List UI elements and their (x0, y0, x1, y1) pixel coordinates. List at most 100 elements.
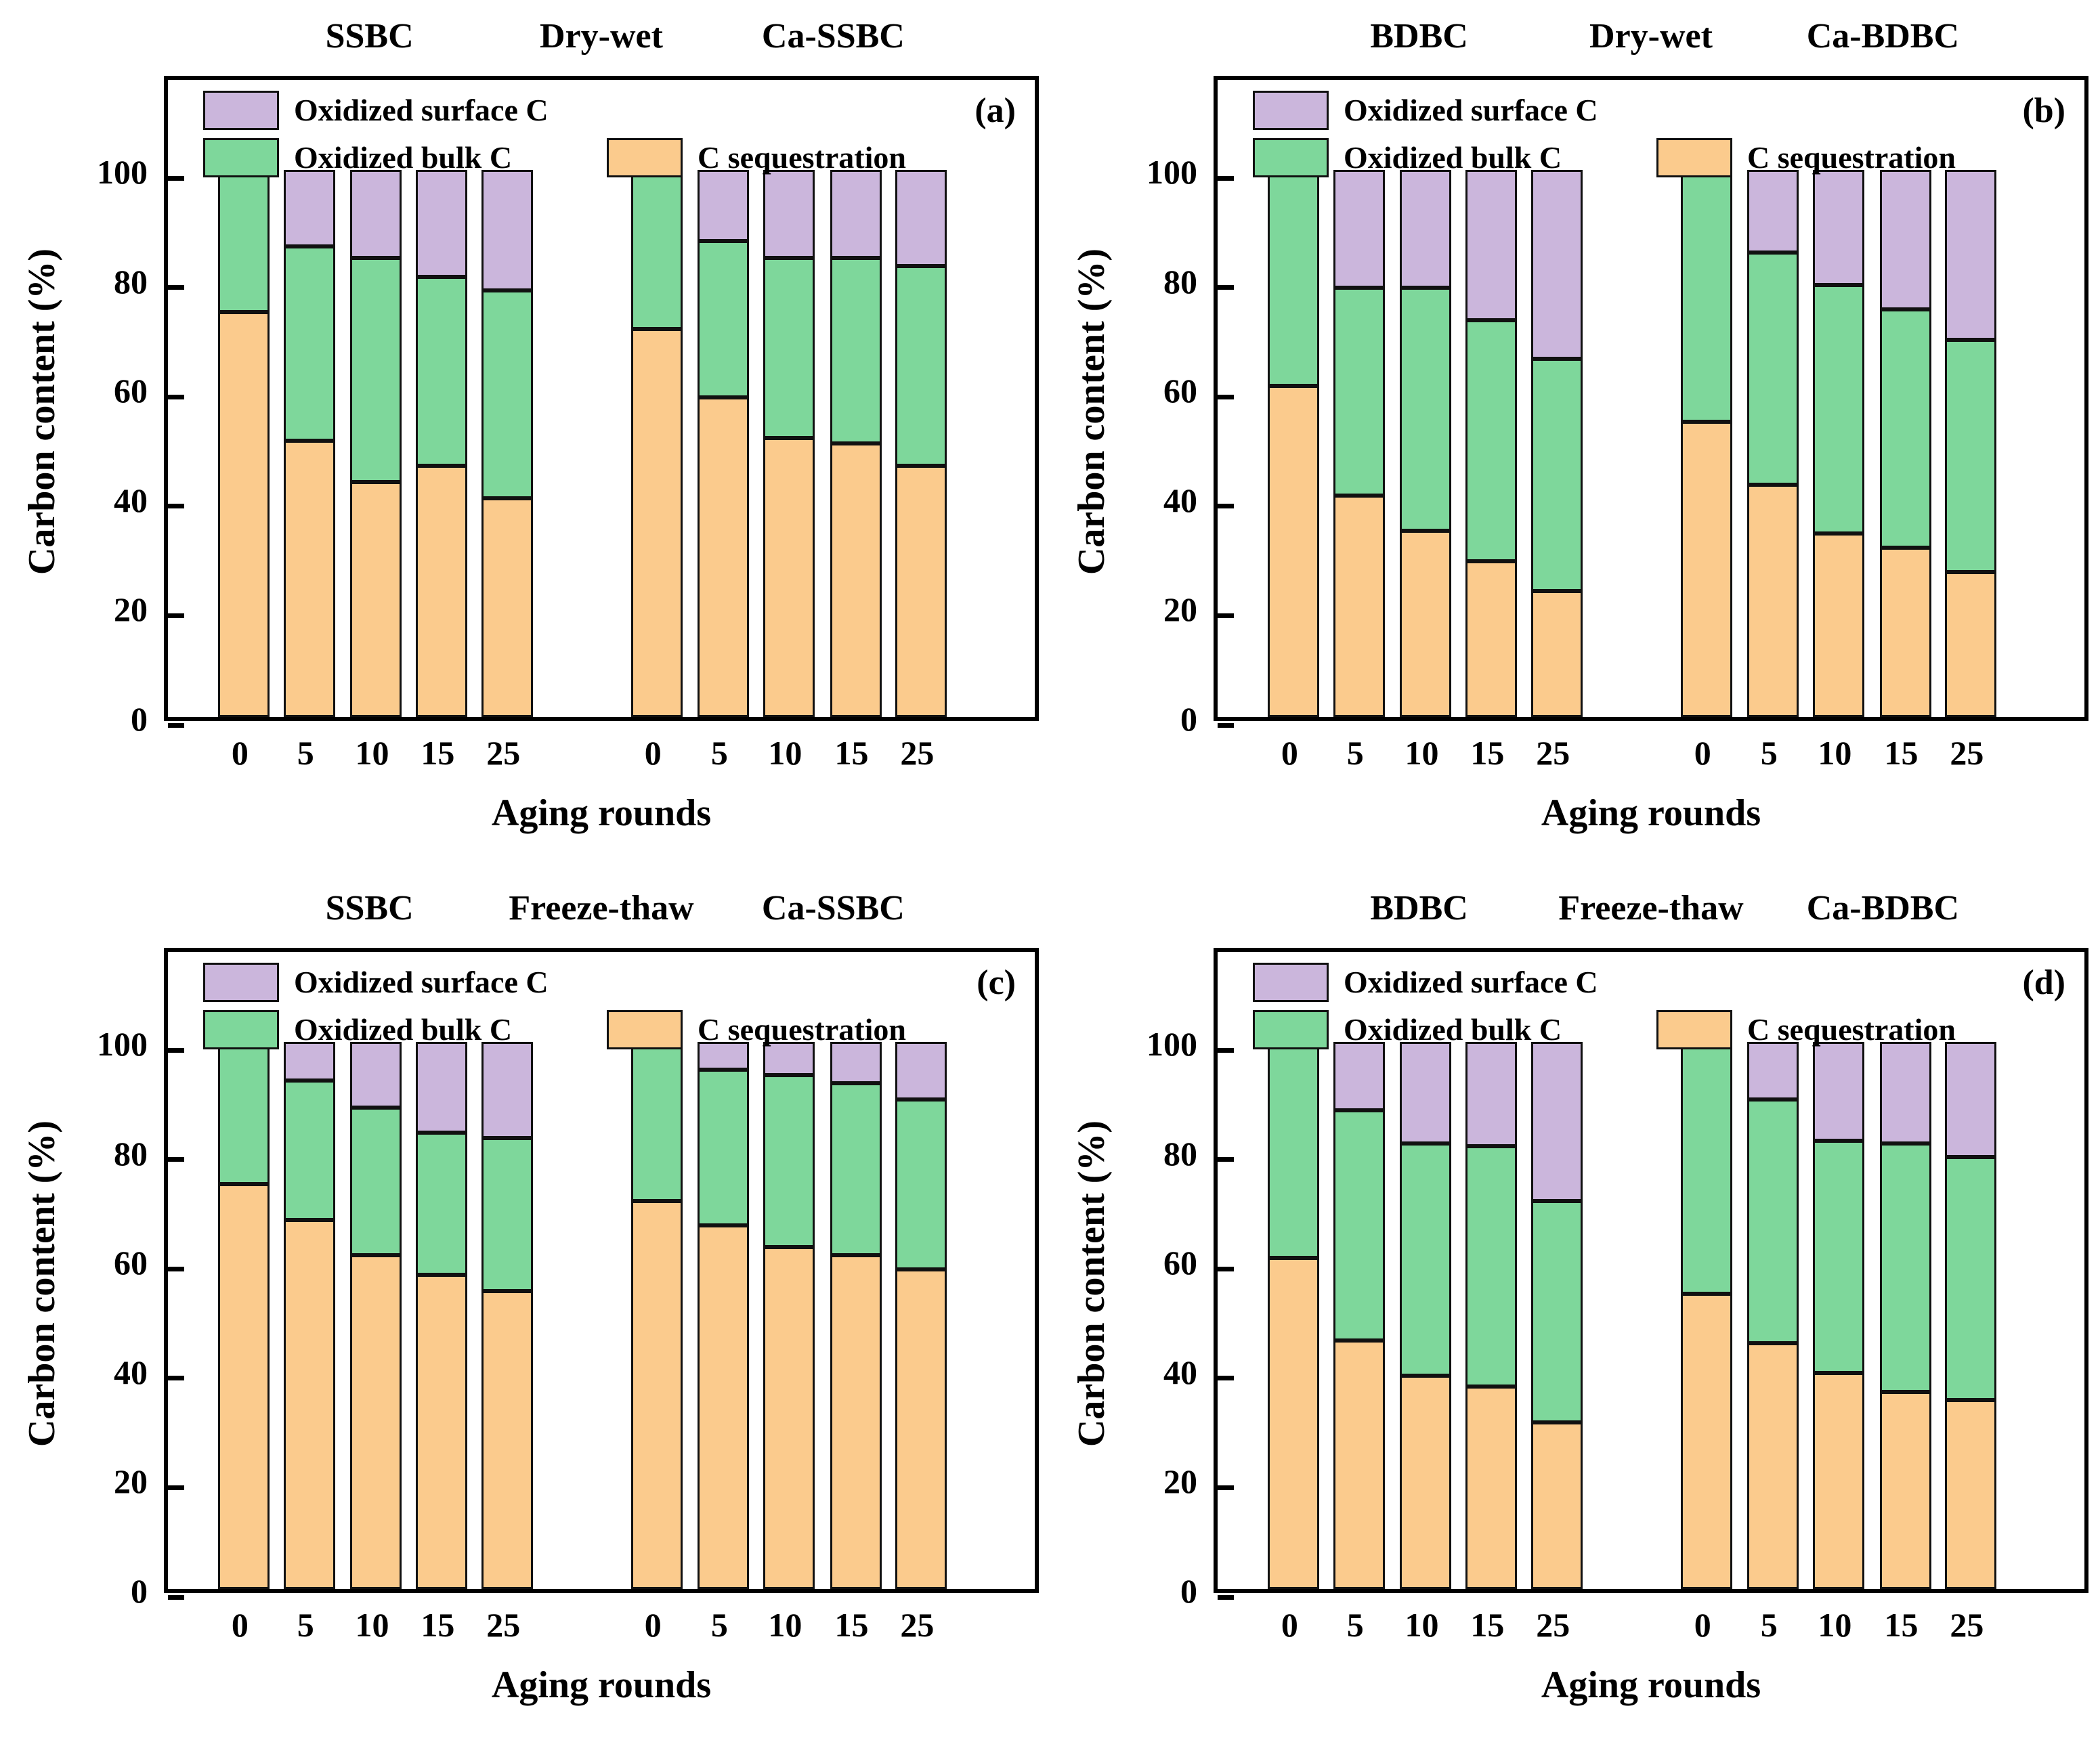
y-tick-mark (168, 394, 184, 399)
y-tick-mark (168, 1266, 184, 1271)
y-tick-mark (1218, 504, 1234, 509)
y-tick-mark (1218, 1047, 1234, 1053)
legend-label-oxidized-bulk: Oxidized bulk C (1344, 1012, 1562, 1047)
bar-segment-oxidized-bulk (698, 1069, 750, 1225)
bar-segment-c-sequestration (1268, 1258, 1320, 1589)
x-tick-label: 25 (900, 1606, 935, 1644)
x-tick-label: 5 (1760, 1606, 1778, 1644)
x-tick-label: 0 (1281, 1606, 1298, 1644)
legend-swatch-c-sequestration (607, 1010, 683, 1049)
x-tick-label: 10 (355, 734, 389, 772)
x-tick-label: 0 (1694, 1606, 1711, 1644)
panel-title-middle: Freeze-thaw (509, 889, 694, 928)
y-tick-mark (168, 1594, 184, 1600)
bar-segment-c-sequestration (481, 498, 534, 717)
bar-segment-oxidized-bulk (895, 1099, 947, 1269)
x-tick-label: 15 (1470, 1606, 1505, 1644)
bar-segment-oxidized-bulk (631, 1042, 683, 1201)
bar-segment-oxidized-bulk (763, 1074, 815, 1248)
bar-segment-oxidized-bulk (1879, 309, 1931, 548)
bar-segment-c-sequestration (1531, 591, 1583, 717)
bar-segment-oxidized-bulk (1879, 1143, 1931, 1393)
bar-segment-c-sequestration (1945, 1400, 1997, 1589)
y-tick-mark (1218, 722, 1234, 728)
panel-letter: (a) (974, 91, 1016, 130)
bar-segment-oxidized-bulk (1465, 1146, 1518, 1387)
y-tick-mark (168, 1485, 184, 1490)
y-tick-mark (168, 613, 184, 618)
bar-segment-oxidized-surface (1531, 1042, 1583, 1201)
legend-swatch-oxidized-bulk (1253, 138, 1329, 177)
bar-segment-c-sequestration (284, 441, 336, 717)
bar-segment-oxidized-bulk (481, 1137, 534, 1291)
legend-label-oxidized-surface: Oxidized surface C (294, 93, 549, 127)
bar-segment-oxidized-surface (830, 170, 882, 258)
x-tick-label: 5 (1346, 1606, 1364, 1644)
bar-segment-c-sequestration (481, 1290, 534, 1589)
bar-segment-oxidized-bulk (1333, 288, 1386, 496)
x-tick-label: 5 (297, 734, 314, 772)
bar-segment-c-sequestration (1879, 547, 1931, 717)
bar-segment-oxidized-surface (481, 1042, 534, 1138)
bar-segment-oxidized-bulk (1813, 284, 1865, 534)
bar-segment-oxidized-surface (1465, 170, 1518, 321)
y-tick-mark (1218, 1594, 1234, 1600)
y-tick-mark (1218, 613, 1234, 618)
bar-segment-c-sequestration (1681, 421, 1733, 717)
bar-segment-oxidized-surface (350, 1042, 402, 1108)
bar-segment-oxidized-bulk (481, 290, 534, 498)
bar-segment-c-sequestration (763, 438, 815, 717)
x-tick-label: 10 (1405, 734, 1439, 772)
bar-segment-c-sequestration (1813, 1373, 1865, 1589)
x-tick-label: 0 (231, 734, 249, 772)
bar-segment-oxidized-surface (1747, 170, 1799, 253)
legend-swatch-c-sequestration (1656, 138, 1732, 177)
y-tick-label: 80 (114, 1134, 148, 1173)
x-tick-label: 15 (1884, 734, 1919, 772)
legend-label-c-sequestration: C sequestration (698, 140, 906, 175)
bar-segment-c-sequestration (631, 328, 683, 717)
bar-segment-c-sequestration (1400, 1376, 1452, 1589)
x-tick-label: 5 (1760, 734, 1778, 772)
bar-segment-c-sequestration (698, 397, 750, 717)
x-tick-label: 15 (1470, 734, 1505, 772)
x-tick-label: 15 (834, 1606, 869, 1644)
legend-label-c-sequestration: C sequestration (698, 1012, 906, 1047)
bar-segment-c-sequestration (1813, 533, 1865, 717)
x-tick-label: 10 (1405, 1606, 1439, 1644)
y-tick-label: 40 (1163, 1353, 1197, 1391)
legend-swatch-oxidized-surface (1253, 91, 1329, 130)
bar-segment-c-sequestration (895, 1269, 947, 1589)
bar-segment-oxidized-surface (763, 1042, 815, 1075)
plot-frame: Oxidized surface C Oxidized bulk C C seque… (1214, 76, 2088, 728)
bar-segment-oxidized-bulk (1333, 1110, 1386, 1340)
bar-segment-oxidized-surface (1465, 1042, 1518, 1146)
legend-label-c-sequestration: C sequestration (1747, 140, 1956, 175)
x-tick-label: 25 (900, 734, 935, 772)
bar-segment-c-sequestration (763, 1247, 815, 1589)
bar-segment-oxidized-bulk (1268, 170, 1320, 387)
x-tick-label: 15 (834, 734, 869, 772)
panel-title-left: SSBC (325, 889, 414, 928)
bar-segment-oxidized-surface (895, 170, 947, 266)
panel-title-right: Ca-BDBC (1806, 17, 1960, 56)
bar-segment-oxidized-bulk (1531, 359, 1583, 592)
legend-label-oxidized-bulk: Oxidized bulk C (294, 140, 513, 175)
panel-letter: (b) (2022, 91, 2065, 130)
x-tick-label: 0 (644, 734, 662, 772)
x-tick-label: 10 (768, 1606, 802, 1644)
x-tick-label: 5 (710, 1606, 728, 1644)
legend-label-oxidized-surface: Oxidized surface C (1344, 965, 1598, 999)
bar-segment-oxidized-surface (481, 170, 534, 291)
bar-segment-oxidized-bulk (631, 170, 683, 329)
bar-segment-c-sequestration (1681, 1293, 1733, 1589)
panel-title-right: Ca-SSBC (761, 889, 905, 928)
legend-swatch-oxidized-bulk (203, 1010, 279, 1049)
x-tick-label: 0 (644, 1606, 662, 1644)
x-tick-label: 0 (1694, 734, 1711, 772)
legend-swatch-oxidized-surface (203, 963, 279, 1002)
y-tick-label: 60 (114, 1244, 148, 1282)
x-tick-label: 10 (355, 1606, 389, 1644)
bar-segment-c-sequestration (830, 1255, 882, 1589)
